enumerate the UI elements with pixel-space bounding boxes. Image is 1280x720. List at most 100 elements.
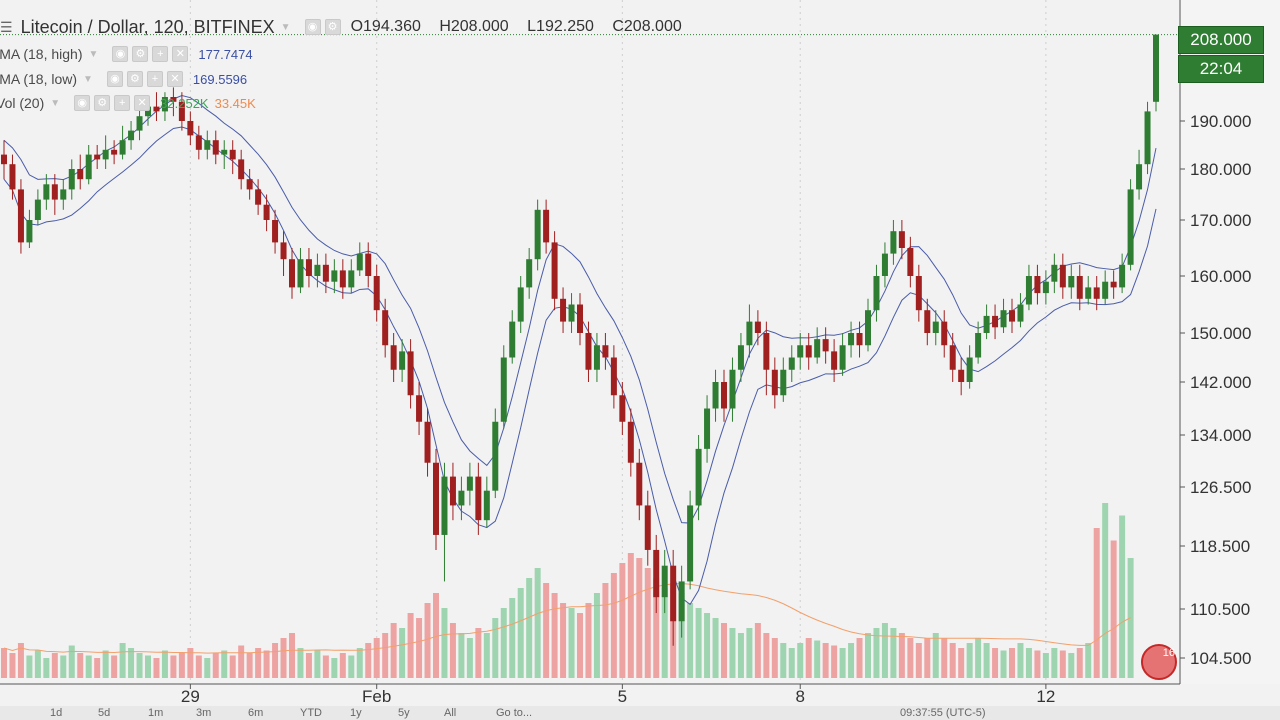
candle-body[interactable] [568,304,575,322]
candle-body[interactable] [26,220,33,243]
candle-body[interactable] [907,248,914,276]
indicator-name[interactable]: WMA (18, low) [0,71,78,87]
close-icon[interactable]: ✕ [172,46,189,62]
candle-body[interactable] [839,345,846,370]
candle-body[interactable] [873,276,880,311]
candle-body[interactable] [1153,34,1159,102]
candle-body[interactable] [1034,276,1041,294]
candle-body[interactable] [509,321,516,358]
candle-body[interactable] [949,345,956,370]
candle-body[interactable] [339,270,346,288]
candle-body[interactable] [1136,164,1143,190]
candle-body[interactable] [1110,281,1117,288]
candle-body[interactable] [297,259,304,288]
candle-body[interactable] [636,462,643,506]
candle-body[interactable] [255,189,262,205]
candle-body[interactable] [1025,276,1032,305]
candle-body[interactable] [390,345,397,370]
range-button[interactable]: 1y [350,707,362,719]
candle-body[interactable] [280,242,287,260]
candle-body[interactable] [60,189,67,200]
candle-body[interactable] [136,116,143,131]
symbol-title[interactable]: Litecoin / Dollar, 120, BITFINEX [20,16,275,37]
candle-body[interactable] [593,345,600,370]
candle-body[interactable] [1000,310,1007,328]
candle-body[interactable] [560,298,567,322]
candle-body[interactable] [483,490,490,521]
gear-icon[interactable]: ⚙ [126,71,143,87]
candle-body[interactable] [729,369,736,409]
candle-body[interactable] [992,315,999,328]
candle-body[interactable] [246,179,253,190]
candle-body[interactable] [958,369,965,382]
candle-body[interactable] [915,276,922,311]
candle-body[interactable] [754,321,761,333]
candle-body[interactable] [763,333,770,370]
candle-body[interactable] [551,242,558,299]
candle-body[interactable] [458,490,465,506]
candle-body[interactable] [94,154,101,160]
candle-body[interactable] [1144,111,1151,165]
range-button[interactable]: 5y [398,707,410,719]
candle-body[interactable] [661,565,668,598]
candle-body[interactable] [322,264,329,282]
close-icon[interactable]: ✕ [166,71,183,87]
candle-body[interactable] [644,505,651,550]
candle-body[interactable] [178,101,185,121]
candle-body[interactable] [195,135,202,150]
candle-body[interactable] [111,149,118,155]
candle-body[interactable] [153,106,160,112]
candle-body[interactable] [212,140,219,155]
candle-body[interactable] [475,476,482,521]
menu-icon[interactable]: ☰ [0,18,13,35]
indicator-name[interactable]: WMA (18, high) [0,46,83,62]
gear-icon[interactable]: ⚙ [132,46,149,62]
candle-body[interactable] [289,259,295,288]
candle-body[interactable] [331,270,338,282]
candle-body[interactable] [1102,281,1109,299]
candle-body[interactable] [407,351,414,396]
candle-body[interactable] [356,253,363,271]
candle-body[interactable] [517,287,524,322]
candle-body[interactable] [348,270,355,288]
range-button[interactable]: YTD [300,707,322,719]
indicator-volume[interactable]: Vol (20) ▼ ◉ ⚙ + ✕ 32.252K 33.45K [0,92,256,114]
candle-body[interactable] [966,357,973,383]
indicator-name[interactable]: Vol (20) [0,95,45,111]
candle-body[interactable] [924,310,931,333]
range-button[interactable]: 5d [98,707,111,719]
chevron-down-icon[interactable]: ▼ [83,73,93,85]
candle-body[interactable] [204,140,211,150]
candle-body[interactable] [737,345,744,370]
candle-body[interactable] [1017,304,1024,322]
candle-body[interactable] [805,345,812,358]
candle-body[interactable] [687,505,694,582]
range-button[interactable]: 1d [50,707,63,719]
chevron-down-icon[interactable]: ▼ [280,21,291,33]
candle-body[interactable] [221,149,228,155]
candle-body[interactable] [272,220,279,243]
candle-body[interactable] [1127,189,1134,265]
candle-body[interactable] [34,199,41,220]
candle-body[interactable] [771,369,778,396]
candle-body[interactable] [441,476,448,535]
plus-icon[interactable]: + [146,71,163,87]
plus-icon[interactable]: + [152,46,169,62]
range-button[interactable]: 3m [196,707,212,719]
candle-body[interactable] [788,357,795,370]
candle-body[interactable] [51,184,58,200]
candle-body[interactable] [983,315,990,333]
candle-body[interactable] [746,321,753,346]
eye-icon[interactable]: ◉ [304,19,321,35]
candle-body[interactable] [229,149,236,160]
candle-body[interactable] [585,333,592,370]
candle-body[interactable] [382,310,389,346]
candle-body[interactable] [314,264,321,276]
range-button[interactable]: 6m [248,707,264,719]
candle-body[interactable] [543,209,550,243]
candle-body[interactable] [577,304,583,334]
candle-body[interactable] [433,462,439,535]
candle-body[interactable] [780,369,787,396]
candle-body[interactable] [500,357,507,422]
